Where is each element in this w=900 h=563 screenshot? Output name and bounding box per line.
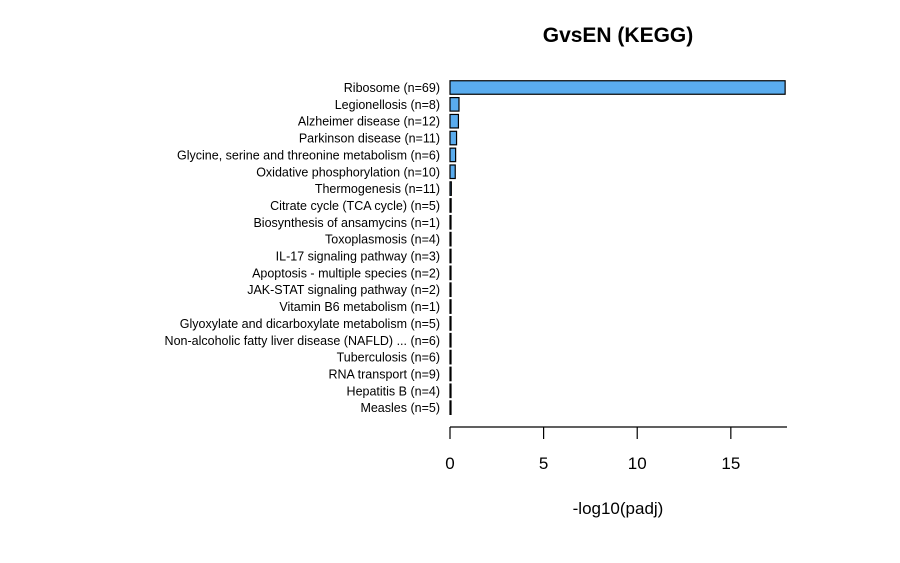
category-label: Glycine, serine and threonine metabolism…	[177, 148, 440, 162]
bar	[449, 214, 452, 230]
category-label: Tuberculosis (n=6)	[337, 351, 440, 365]
category-labels-group: Ribosome (n=69) Legionellosis (n=8) Alzhei…	[165, 81, 440, 415]
bar	[449, 265, 452, 281]
bar	[449, 316, 452, 331]
category-label: Thermogenesis (n=11)	[315, 182, 440, 196]
category-label: Apoptosis - multiple species (n=2)	[252, 266, 440, 280]
bar	[449, 231, 452, 247]
bar	[449, 164, 456, 180]
bar	[449, 282, 452, 298]
x-axis: 0 5 10 15	[445, 426, 787, 473]
category-label: Toxoplasmosis (n=4)	[325, 233, 440, 247]
x-tick-label: 10	[628, 454, 647, 473]
bar	[449, 181, 452, 196]
x-tick-label: 15	[721, 454, 740, 473]
bar	[449, 113, 460, 129]
category-label: Oxidative phosphorylation (n=10)	[256, 165, 440, 179]
bar	[449, 130, 458, 146]
bar	[449, 299, 452, 314]
category-label: Biosynthesis of ansamycins (n=1)	[253, 216, 440, 230]
x-tick-label: 0	[445, 454, 454, 473]
category-label: Alzheimer disease (n=12)	[298, 115, 440, 129]
bar	[449, 147, 457, 163]
bar	[449, 366, 452, 382]
x-axis-title: -log10(padj)	[573, 499, 664, 518]
bar	[449, 332, 452, 348]
category-label: Parkinson disease (n=11)	[299, 132, 440, 146]
category-label: Legionellosis (n=8)	[335, 98, 440, 112]
bar	[449, 349, 452, 365]
category-label: Non-alcoholic fatty liver disease (NAFLD…	[165, 334, 440, 348]
bar	[449, 198, 452, 213]
category-label: RNA transport (n=9)	[328, 367, 440, 381]
bar	[449, 80, 786, 95]
category-label: Vitamin B6 metabolism (n=1)	[279, 300, 440, 314]
bar	[449, 400, 452, 415]
category-label: Hepatitis B (n=4)	[347, 384, 440, 398]
chart-title: GvsEN (KEGG)	[543, 24, 694, 47]
bars-group	[449, 80, 786, 415]
bar	[449, 96, 460, 112]
bar	[449, 383, 452, 399]
category-label: IL-17 signaling pathway (n=3)	[276, 250, 440, 264]
category-label: Measles (n=5)	[360, 401, 440, 415]
category-label: Ribosome (n=69)	[344, 81, 440, 95]
x-tick-label: 5	[539, 454, 548, 473]
bar	[449, 248, 452, 264]
category-label: Glyoxylate and dicarboxylate metabolism …	[180, 317, 440, 331]
category-label: Citrate cycle (TCA cycle) (n=5)	[270, 199, 440, 213]
category-label: JAK-STAT signaling pathway (n=2)	[247, 283, 440, 297]
